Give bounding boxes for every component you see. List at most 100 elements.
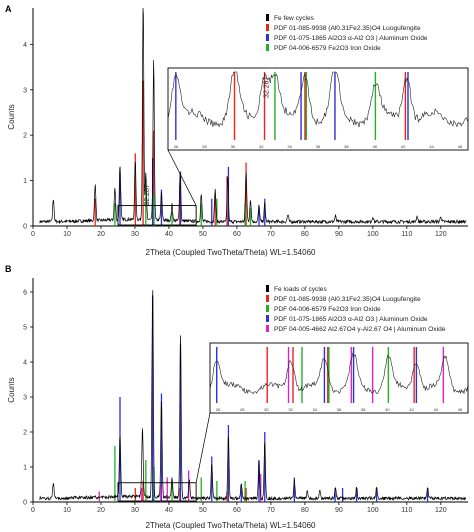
legend-swatch <box>266 24 269 31</box>
y-tick-label: 3 <box>23 395 27 402</box>
legend-entry: PDF 04-006-6579 Fe2O3 Iron Oxide <box>274 45 381 52</box>
inset-tick-label: 44 <box>434 407 439 412</box>
legend-swatch <box>266 14 269 21</box>
diffraction-pattern <box>39 290 467 502</box>
legend-swatch <box>266 44 269 51</box>
x-tick-label: 50 <box>199 507 207 514</box>
x-tick-label: 10 <box>63 507 71 514</box>
x-tick-label: 60 <box>233 507 241 514</box>
y-tick-label: 0 <box>23 500 27 507</box>
y-tick-label: 4 <box>23 360 27 367</box>
peak-annotation: 32.287 <box>144 184 151 206</box>
y-axis-label: Counts <box>7 377 16 402</box>
legend-entry: PDF 01-085-9938 (Al0.31Fe2.35)O4 Luogufe… <box>274 296 421 303</box>
inset-tick-label: 42 <box>401 144 406 149</box>
y-tick-label: 1 <box>23 178 27 185</box>
inset-tick-label: 26 <box>174 144 179 149</box>
inset-tick-label: 42 <box>409 407 414 412</box>
x-tick-label: 60 <box>233 231 241 238</box>
zoom-connector <box>167 149 197 206</box>
legend-entry: PDF 01-075-1865 Al2O3 α-Al2 O3 | Aluminu… <box>274 316 428 323</box>
inset-tick-label: 40 <box>373 144 378 149</box>
inset-tick-label: 36 <box>337 407 342 412</box>
x-tick-label: 70 <box>267 507 275 514</box>
inset-tick-label: 30 <box>264 407 269 412</box>
x-tick-label: 100 <box>367 507 379 514</box>
legend-entry: PDF 01-085-9938 (Al0.31Fe2.35)O4 Luogufe… <box>274 25 421 32</box>
x-tick-label: 40 <box>165 507 173 514</box>
zoom-inset <box>209 342 469 414</box>
legend-entry: PDF 04-005-4662 Al2.67O4 γ-Al2.67 O4 | A… <box>274 326 446 333</box>
x-tick-label: 30 <box>131 507 139 514</box>
zoom-box <box>117 205 197 226</box>
zoom-box <box>117 482 197 502</box>
panel-label: A <box>5 4 12 14</box>
x-tick-label: 0 <box>31 231 35 238</box>
inset-tick-label: 38 <box>344 144 349 149</box>
inset-tick-label: 40 <box>385 407 390 412</box>
x-tick-label: 40 <box>165 231 173 238</box>
inset-tick-label: 46 <box>458 144 463 149</box>
inset-tick-label: 34 <box>313 407 318 412</box>
x-tick-label: 120 <box>435 507 447 514</box>
y-tick-label: 3 <box>23 87 27 94</box>
zoom-inset <box>167 67 469 151</box>
legend-swatch <box>266 305 269 312</box>
inset-pattern <box>209 352 468 395</box>
x-tick-label: 0 <box>31 507 35 514</box>
x-tick-label: 110 <box>401 231 412 238</box>
y-tick-label: 2 <box>23 133 27 140</box>
legend-entry: PDF 04-006-6579 Fe2O3 Iron Oxide <box>274 306 381 313</box>
y-tick-label: 4 <box>23 42 27 49</box>
y-tick-label: 0 <box>23 224 27 231</box>
x-tick-label: 80 <box>301 507 309 514</box>
inset-tick-label: 34 <box>287 144 292 149</box>
zoom-connector <box>195 412 211 483</box>
legend-entry: PDF 01-075-1865 Al2O3 α-Al2 O3 | Aluminu… <box>274 35 428 42</box>
legend-entry: Fe few cycles <box>274 15 315 22</box>
x-axis-label: 2Theta (Coupled TwoTheta/Theta) WL=1.540… <box>146 521 317 530</box>
legend-swatch <box>266 325 269 332</box>
legend: Fe loads of cycles PDF 01-085-9938 (Al0.3… <box>262 281 466 335</box>
inset-tick-label: 26 <box>216 407 221 412</box>
x-tick-label: 50 <box>199 231 207 238</box>
inset-tick-label: 30 <box>231 144 236 149</box>
x-tick-label: 80 <box>301 231 309 238</box>
y-tick-label: 2 <box>23 430 27 437</box>
legend-swatch <box>266 295 269 302</box>
y-tick-label: 6 <box>23 290 27 297</box>
legend-entry: Fe loads of cycles <box>274 286 327 293</box>
x-tick-label: 90 <box>335 507 343 514</box>
inset-tick-label: 44 <box>429 144 434 149</box>
legend: Fe few cycles PDF 01-085-9938 (Al0.31Fe2.… <box>262 10 466 54</box>
inset-tick-label: 46 <box>458 407 463 412</box>
x-tick-label: 110 <box>401 507 412 514</box>
x-tick-label: 120 <box>435 231 447 238</box>
legend-swatch <box>266 315 269 322</box>
inset-tick-label: 32 <box>288 407 293 412</box>
inset-pattern <box>167 71 468 128</box>
x-tick-label: 20 <box>97 507 105 514</box>
x-tick-label: 70 <box>267 231 275 238</box>
x-tick-label: 10 <box>63 231 71 238</box>
x-tick-label: 20 <box>97 231 105 238</box>
inset-tick-label: 36 <box>316 144 321 149</box>
legend-swatch <box>266 285 269 292</box>
x-axis-label: 2Theta (Coupled TwoTheta/Theta) WL=1.540… <box>146 248 317 257</box>
x-tick-label: 30 <box>131 231 139 238</box>
legend-swatch <box>266 34 269 41</box>
inset-tick-label: 32 <box>259 144 264 149</box>
x-tick-label: 100 <box>367 231 379 238</box>
y-axis-label: Counts <box>7 104 16 129</box>
inset-tick-label: 28 <box>202 144 207 149</box>
y-tick-label: 1 <box>23 465 27 472</box>
peak-annotation-inset: 32.287 <box>264 76 271 98</box>
inset-tick-label: 38 <box>361 407 366 412</box>
inset-tick-label: 28 <box>240 407 245 412</box>
diffraction-pattern <box>39 7 467 225</box>
panel-label: B <box>5 264 12 274</box>
x-tick-label: 90 <box>335 231 343 238</box>
